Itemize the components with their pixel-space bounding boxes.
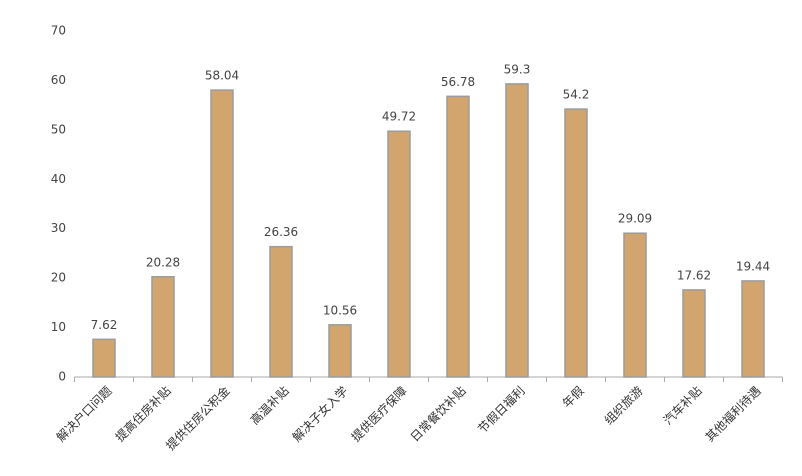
data-label: 29.09 (618, 212, 652, 226)
x-tick-label: 提高住房补贴 (112, 383, 174, 445)
y-tick-label: 70 (51, 24, 66, 38)
x-tick-label: 日常餐饮补贴 (407, 383, 469, 445)
bar (741, 280, 765, 378)
data-label: 58.04 (205, 69, 239, 83)
y-tick-label: 20 (51, 271, 66, 285)
data-label: 20.28 (146, 255, 180, 269)
bar (446, 95, 470, 378)
bar (210, 89, 234, 378)
bar (269, 245, 293, 378)
bar (151, 276, 175, 378)
x-tick-label: 年假 (560, 384, 587, 411)
y-tick-label: 50 (51, 122, 66, 136)
x-tick-label: 解决子女入学 (289, 383, 351, 445)
data-label: 59.3 (504, 62, 531, 76)
data-label: 56.78 (441, 75, 475, 89)
data-label: 19.44 (736, 259, 770, 273)
x-tick-label: 高温补贴 (247, 383, 292, 428)
x-tick-label: 汽车补贴 (660, 383, 705, 428)
data-label: 26.36 (264, 225, 298, 239)
bar (387, 130, 411, 378)
data-label: 7.62 (91, 318, 118, 332)
y-tick-label: 30 (51, 221, 66, 235)
x-tick-label: 其他福利待遇 (702, 383, 764, 445)
bar (328, 324, 352, 378)
data-label: 17.62 (677, 268, 711, 282)
bar (564, 108, 588, 378)
bar (623, 232, 647, 378)
x-tick-label: 解决户口问题 (53, 383, 115, 445)
y-tick-label: 40 (51, 172, 66, 186)
data-label: 10.56 (323, 303, 357, 317)
y-tick-label: 0 (58, 370, 66, 384)
bar (682, 289, 706, 378)
bar (92, 338, 116, 378)
x-tick-label: 节假日福利 (475, 383, 528, 436)
bar (505, 83, 529, 378)
x-tick-label: 组织旅游 (602, 384, 646, 428)
data-label: 49.72 (382, 110, 416, 124)
y-tick-label: 60 (51, 73, 66, 87)
data-label: 54.2 (563, 88, 590, 102)
y-tick-label: 10 (51, 320, 66, 334)
x-tick-label: 提供医疗保障 (348, 383, 410, 445)
